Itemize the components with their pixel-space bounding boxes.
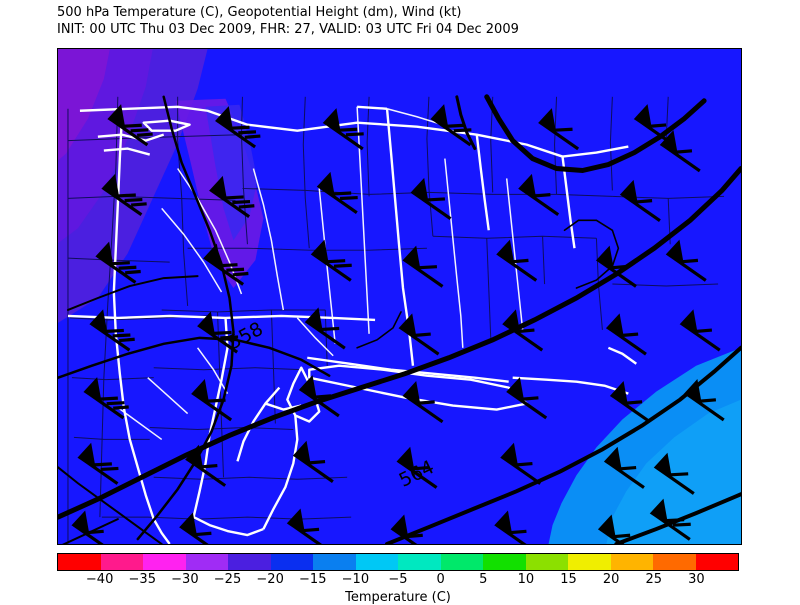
colorbar-segment (440, 554, 483, 570)
colorbar-tick: 0 (436, 572, 445, 587)
wind-barb (659, 130, 701, 173)
colorbar-tick-labels: −40 −35 −30 −25 −20 −15 −10 −5 0 5 10 15 20 25 30 (57, 572, 739, 590)
colorbar-tick: −20 (256, 572, 284, 587)
map-panel: 558 564 (57, 48, 742, 545)
wind-barb (398, 313, 440, 356)
figure-title: 500 hPa Temperature (C), Geopotential He… (57, 4, 797, 38)
wind-barb (83, 377, 129, 420)
wind-barb (597, 514, 639, 544)
wind-barb (679, 309, 721, 352)
colorbar-tick: 15 (560, 572, 577, 587)
wind-barb (316, 171, 358, 215)
wind-barb (298, 375, 340, 418)
wind-barb (518, 173, 560, 217)
wind-barb (609, 381, 651, 424)
title-line-variables: 500 hPa Temperature (C), Geopotential He… (57, 5, 462, 20)
colorbar-segment (695, 554, 738, 570)
county-borders (67, 96, 725, 544)
colorbar-segment (100, 554, 143, 570)
wind-barb (71, 510, 113, 544)
colorbar-segment (58, 554, 101, 570)
wind-barb (179, 512, 221, 544)
wind-barb (619, 179, 661, 222)
wind-barb (390, 514, 432, 544)
wind-barb (665, 239, 707, 282)
wind-barb (89, 309, 135, 352)
wind-barb (322, 108, 364, 151)
wind-barb (502, 309, 544, 352)
wind-barb (595, 245, 637, 288)
wind-barb (649, 498, 691, 541)
colorbar-tick: −40 (85, 572, 114, 587)
colorbar-segment (143, 554, 186, 570)
wind-barb (215, 106, 261, 149)
colorbar-tick: 5 (479, 572, 488, 587)
wind-barb (653, 452, 695, 495)
wind-barb (396, 446, 438, 489)
colorbar-segment (270, 554, 313, 570)
colorbar-gradient (57, 553, 739, 571)
colorbar-tick: 20 (602, 572, 620, 587)
wind-barb (209, 175, 255, 219)
colorbar-axis-label: Temperature (C) (345, 590, 451, 605)
colorbar-tick: −25 (213, 572, 242, 587)
wind-barb (402, 381, 444, 424)
wind-barb (107, 104, 153, 147)
colorbar-segment (228, 554, 271, 570)
map-canvas: 558 564 (58, 49, 741, 544)
map-graphics: 558 564 (58, 49, 741, 544)
colorbar-tick: −35 (128, 572, 156, 587)
colorbar-segment (355, 554, 398, 570)
colorbar-segment (568, 554, 611, 570)
wind-barb (496, 239, 538, 282)
colorbar-segment (610, 554, 653, 570)
wind-barb (500, 442, 542, 485)
wind-barb (197, 311, 239, 354)
wind-barb (430, 104, 472, 147)
colorbar-tick: −15 (299, 572, 327, 587)
wind-barb (203, 243, 249, 286)
colorbar-segment (483, 554, 526, 570)
colorbar-tick: −10 (341, 572, 370, 587)
wind-barb (292, 440, 334, 483)
temp-fill-minus30 (58, 49, 110, 161)
colorbar-segment (398, 554, 441, 570)
colorbar-tick: 25 (645, 572, 663, 587)
wind-barb (95, 241, 141, 284)
wind-barb (683, 379, 725, 422)
wind-barb (506, 377, 548, 420)
colorbar-segment (525, 554, 568, 570)
wind-barb (310, 239, 352, 282)
wind-barb (410, 177, 452, 221)
colorbar-tick: −5 (388, 572, 408, 587)
wind-barb (304, 307, 346, 350)
wind-barb (402, 245, 444, 288)
wind-barb (185, 444, 227, 487)
colorbar-segment (185, 554, 228, 570)
wind-barb (538, 108, 580, 151)
colorbar-segment (313, 554, 356, 570)
wind-barbs (71, 104, 725, 544)
wind-barb (77, 442, 119, 485)
wind-barb (286, 508, 328, 544)
wind-barb (605, 313, 647, 356)
colorbar-tick: 10 (517, 572, 535, 587)
colorbar: −40 −35 −30 −25 −20 −15 −10 −5 0 5 10 15 20 25 30 Temp… (57, 553, 739, 605)
wind-barb (101, 173, 147, 217)
wind-barb (494, 510, 536, 544)
wind-barb (603, 446, 645, 489)
wind-barb (191, 379, 233, 422)
title-line-valid-time: INIT: 00 UTC Thu 03 Dec 2009, FHR: 27, V… (57, 22, 519, 37)
colorbar-tick: −30 (171, 572, 199, 587)
colorbar-tick: 30 (688, 572, 705, 587)
colorbar-segment (653, 554, 696, 570)
